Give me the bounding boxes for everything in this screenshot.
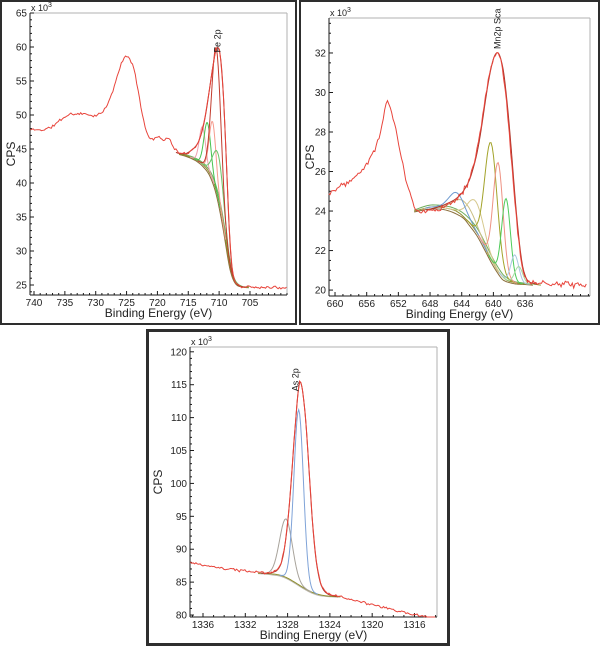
series-envelope [425,52,538,285]
y-tick-label: 28 [315,128,327,139]
x-tick-label: 705 [242,298,259,309]
series-background-olive [414,206,541,286]
y-axis-title: CPS [303,145,317,170]
y-tick-label: 30 [315,88,327,99]
series-component-gray [260,518,312,593]
x-axis-title: Binding Energy (eV) [105,306,212,320]
y-tick-label: 105 [170,446,187,457]
x-tick-label: 1336 [192,620,215,631]
y-tick-label: 50 [16,111,28,122]
y-tick-label: 22 [315,246,327,257]
y-tick-label: 110 [171,413,187,424]
spectrum-plot: 1316 1320 1324 1328 1332 1336 80 85 90 95 100 105 11… [151,336,438,642]
x-tick-label: 656 [358,299,375,310]
x-tick-label: 715 [180,298,197,309]
y-tick-label: 60 [16,43,28,54]
y-tick-label: 24 [315,207,327,218]
series-component-blue [279,407,318,595]
x-tick-label: 1332 [234,620,257,631]
y-tick-label: 90 [176,545,188,556]
series-data [30,47,287,290]
series-background-gray [257,573,339,598]
x-axis-title: Binding Energy (eV) [406,307,513,321]
x-axis-ticks: 1316 1320 1324 1328 1332 1336 [192,613,437,631]
y-axis-title: CPS [4,142,18,167]
y-tick-label: 25 [16,281,28,292]
y-tick-label: 120 [170,347,187,358]
x-axis-ticks: 636 640 644 648 652 656 660 [327,292,589,310]
series-component-blue [425,191,488,252]
panel-fe-2p: 705 710 715 720 725 730 735 740 25 30 35 40 45 50 55 60… [0,0,297,325]
series-component-lightblue [498,254,530,285]
x-tick-label: 644 [453,299,470,310]
series-component-green [488,197,523,285]
x-tick-label: 1320 [361,620,384,631]
x-tick-label: 636 [517,299,534,310]
y-tick-label: 45 [16,145,28,156]
x-tick-label: 710 [211,298,228,309]
x-axis-ticks: 705 710 715 720 725 730 735 740 [26,291,288,309]
y-axis-scale-label: x 103 [330,7,351,18]
series-background-brown [414,208,534,286]
y-tick-label: 65 [16,9,28,20]
y-tick-label: 80 [176,611,188,622]
y-tick-label: 100 [170,479,187,490]
x-tick-label: 660 [327,299,344,310]
x-tick-label: 730 [87,298,104,309]
y-axis-ticks: 80 85 90 95 100 105 110 115 120 [170,347,194,622]
series-component-olive [465,142,516,284]
series-component-green-1 [193,122,221,209]
y-axis-scale-label: x 103 [31,2,52,13]
series-background-green [414,204,534,285]
panel-as-2p: 1316 1320 1324 1328 1332 1336 80 85 90 95 100 105 11… [146,329,450,646]
x-tick-label: 1316 [403,620,426,631]
y-tick-label: 30 [16,247,28,258]
peak-annotation: Mn2p Sca [492,8,502,49]
y-tick-label: 20 [315,286,327,297]
series-component-tan-2 [444,198,507,280]
y-axis-ticks: 25 30 35 40 45 50 55 60 65 [16,9,34,293]
y-tick-label: 40 [16,179,28,190]
x-tick-label: 640 [485,299,502,310]
y-tick-label: 95 [176,512,188,523]
x-tick-label: 1328 [276,620,299,631]
panel-mn-2p: 636 640 644 648 652 656 660 20 22 24 26 28 30 32 x 103… [299,0,600,325]
series-component-green-2 [197,149,240,287]
x-tick-label: 735 [57,298,74,309]
x-tick-label: 720 [149,298,166,309]
series-envelope [175,47,247,288]
y-tick-label: 35 [16,213,28,224]
y-axis-scale-label: x 103 [191,336,212,347]
peak-annotation: Fe 2p [212,29,222,52]
x-tick-label: 725 [118,298,135,309]
peak-annotation: As 2p [291,368,301,391]
y-tick-label: 55 [16,77,28,88]
series-component-pink-2 [198,120,227,240]
x-tick-label: 652 [390,299,407,310]
x-tick-label: 740 [26,298,43,309]
series-data [328,52,587,290]
series-component-lightgreen [502,266,534,285]
x-tick-label: 1324 [319,620,342,631]
y-tick-label: 85 [176,578,188,589]
series-background-olive [257,572,341,598]
series-data [189,380,436,618]
y-tick-label: 26 [315,167,327,178]
y-axis-ticks: 20 22 24 26 28 30 32 [315,22,333,297]
y-axis-title: CPS [151,470,165,495]
series-component-salmon [478,161,517,284]
x-axis-title: Binding Energy (eV) [260,628,367,642]
y-tick-label: 115 [171,380,187,391]
spectrum-plot: 705 710 715 720 725 730 735 740 25 30 35 40 45 50 55 60… [4,2,288,320]
x-tick-label: 648 [422,299,439,310]
series-component-pink-1 [189,126,215,185]
y-tick-label: 32 [315,48,327,59]
